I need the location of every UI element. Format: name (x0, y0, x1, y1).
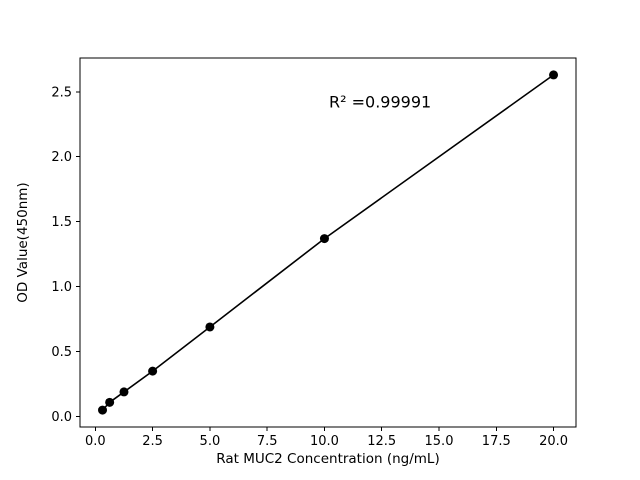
y-axis-label: OD Value(450nm) (15, 182, 31, 302)
data-point (148, 366, 158, 376)
plot-frame (79, 57, 577, 428)
x-tick-label: 7.5 (257, 434, 278, 449)
y-tick-label: 2.5 (51, 85, 72, 100)
data-point (105, 397, 115, 407)
data-point (549, 70, 559, 80)
x-tick-label: 0.0 (85, 434, 106, 449)
x-axis-label: Rat MUC2 Concentration (ng/mL) (216, 451, 439, 467)
x-tick-label: 15.0 (425, 434, 454, 449)
x-tick-label: 10.0 (310, 434, 339, 449)
x-tick-label: 17.5 (482, 434, 511, 449)
y-tick-label: 2.0 (51, 150, 72, 165)
y-tick-label: 1.5 (51, 215, 72, 230)
data-point (119, 387, 129, 397)
x-tick-label: 12.5 (367, 434, 396, 449)
data-point (98, 405, 108, 415)
x-tick-label: 2.5 (142, 434, 163, 449)
y-axis: 0.0 0.5 1.0 1.5 2.0 2.5 (51, 85, 80, 425)
x-tick-label: 20.0 (539, 434, 568, 449)
data-point (319, 234, 329, 244)
x-tick-label: 5.0 (200, 434, 221, 449)
x-axis: 0.0 2.5 5.0 7.5 10.0 12.5 15.0 17.5 20.0 (85, 427, 568, 449)
y-tick-label: 0.5 (51, 345, 72, 360)
y-tick-label: 1.0 (51, 280, 72, 295)
r-squared-annotation: R² =0.99991 (329, 92, 431, 111)
data-points (98, 70, 559, 415)
y-tick-label: 0.0 (51, 410, 72, 425)
data-point (205, 322, 215, 332)
